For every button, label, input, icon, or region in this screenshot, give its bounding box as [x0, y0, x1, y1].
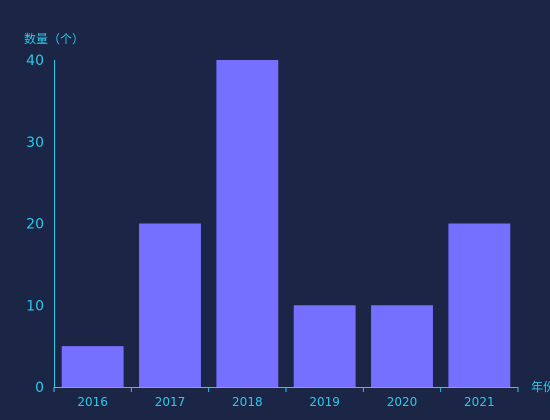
- x-tick-label: 2018: [232, 395, 263, 409]
- bar-2021: [448, 223, 511, 387]
- y-tick-label: 30: [26, 135, 44, 151]
- x-axis-title: 年份: [531, 380, 550, 394]
- bar-2017: [139, 223, 201, 387]
- x-tick-label: 2019: [309, 395, 340, 409]
- y-tick-label: 20: [26, 217, 44, 233]
- bar-2018: [216, 60, 279, 387]
- y-ticks-group: 0 10 20 30 40: [26, 53, 44, 396]
- y-tick-label: 0: [35, 380, 44, 396]
- bar-2020: [371, 305, 433, 387]
- y-tick-label: 10: [26, 298, 44, 314]
- y-axis-title: 数量（个）: [24, 31, 84, 46]
- bar-2019: [293, 305, 356, 387]
- x-tick-label: 2016: [77, 395, 108, 409]
- x-tick-label: 2017: [155, 395, 186, 409]
- bars-group: [61, 60, 511, 388]
- x-tick-label: 2020: [387, 395, 418, 409]
- bar-2016: [61, 346, 124, 388]
- y-tick-label: 40: [26, 53, 44, 69]
- x-tick-label: 2021: [464, 395, 495, 409]
- x-ticks-group: 2016 2017 2018 2019 2020 2021: [53, 387, 519, 409]
